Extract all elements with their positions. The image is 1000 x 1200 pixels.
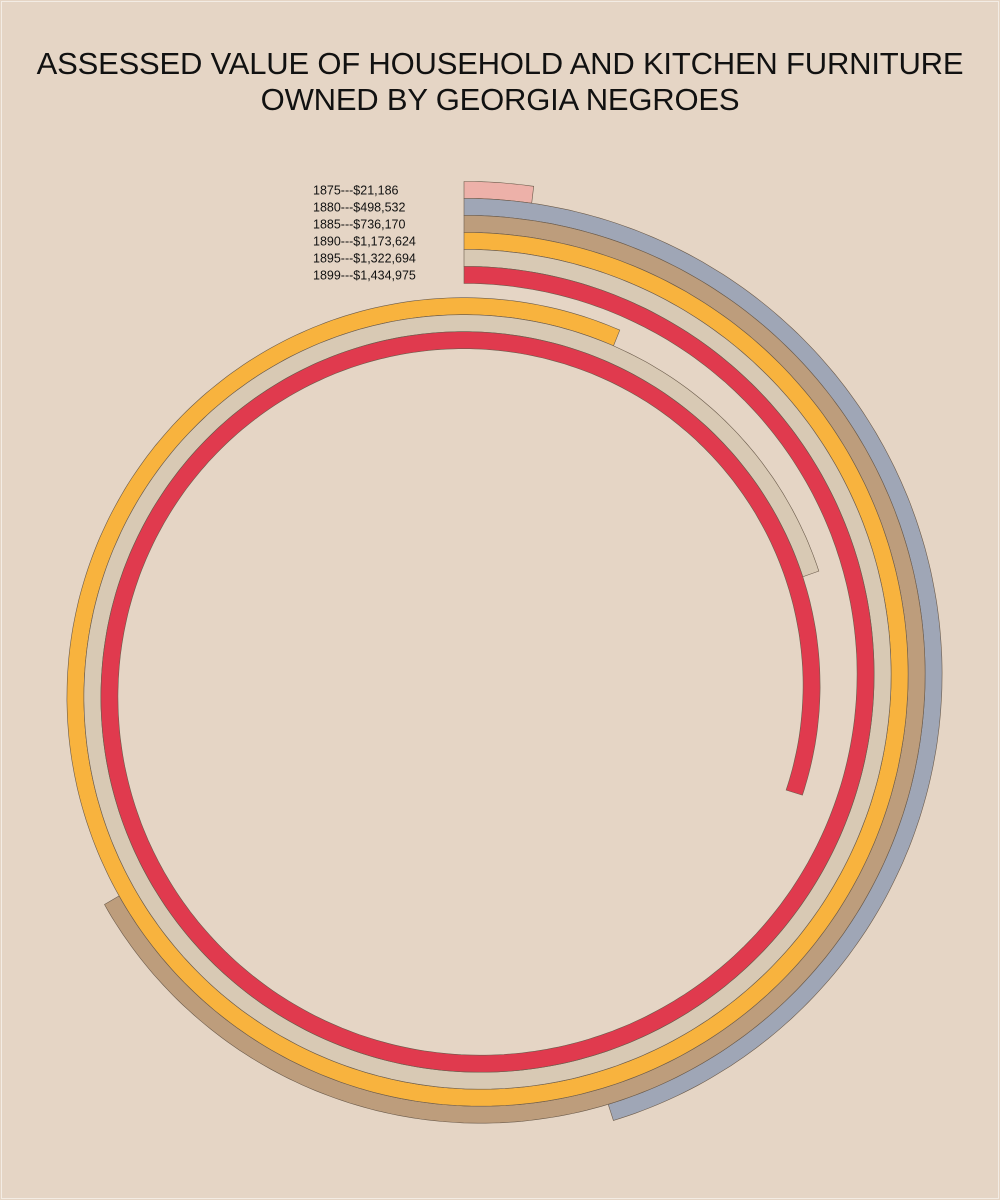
spiral-bands — [66, 181, 943, 1124]
legend-label-1885: 1885---$736,170 — [313, 218, 405, 232]
legend-label-1880: 1880---$498,532 — [313, 201, 405, 215]
chart-title: ASSESSED VALUE OF HOUSEHOLD AND KITCHEN … — [0, 46, 1000, 118]
legend: 1875---$21,186 1880---$498,532 1885---$736… — [313, 184, 416, 283]
chart-title-line-2: OWNED BY GEORGIA NEGROES — [260, 82, 740, 117]
legend-label-1899: 1899---$1,434,975 — [313, 269, 416, 283]
spiral-band-1899 — [100, 266, 875, 1073]
chart-title-line-1: ASSESSED VALUE OF HOUSEHOLD AND KITCHEN … — [36, 46, 964, 81]
legend-label-1875: 1875---$21,186 — [313, 184, 399, 198]
legend-label-1890: 1890---$1,173,624 — [313, 235, 416, 249]
legend-label-1895: 1895---$1,322,694 — [313, 252, 416, 266]
